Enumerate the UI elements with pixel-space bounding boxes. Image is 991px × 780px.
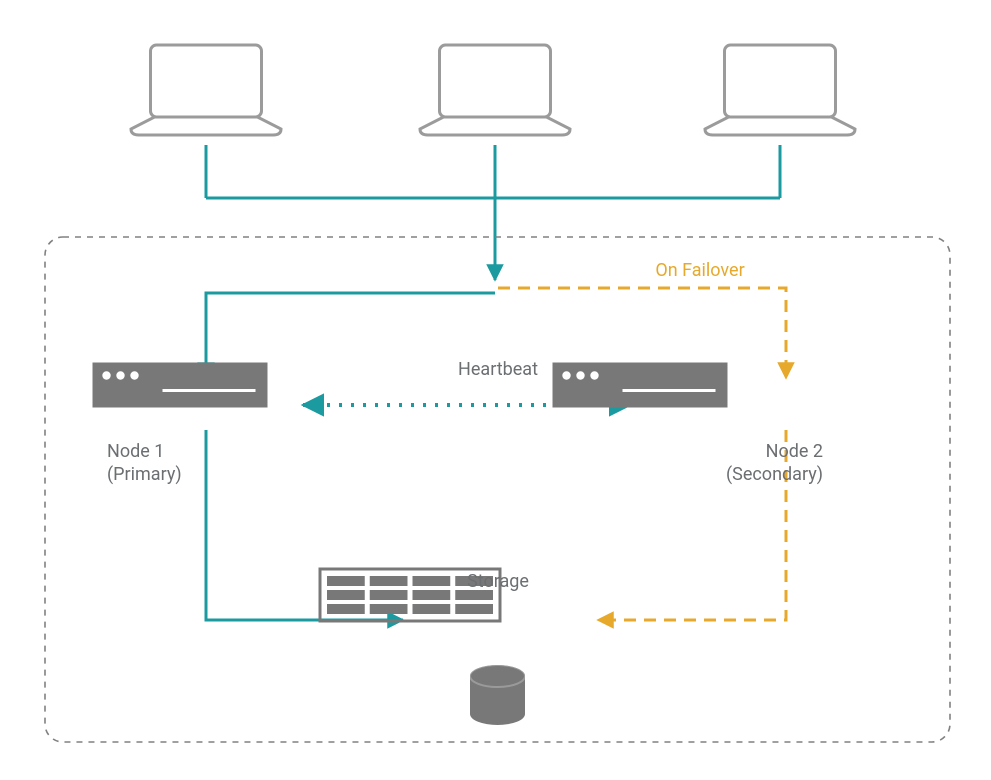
node1-label: Node 1 (Primary)	[107, 440, 307, 487]
node2-label: Node 2 (Secondary)	[623, 440, 823, 487]
disk-icon	[470, 665, 525, 725]
server-icon	[93, 363, 268, 408]
laptop-icon	[131, 45, 281, 135]
laptop-icon	[420, 45, 570, 135]
diagram-canvas: { "diagram": { "type": "network", "canva…	[0, 0, 991, 780]
heartbeat-label: Heartbeat	[398, 358, 598, 381]
storage-label: Storage	[398, 570, 598, 593]
laptop-icon	[705, 45, 855, 135]
svg-layer	[0, 0, 991, 780]
failover-label: On Failover	[600, 259, 800, 282]
